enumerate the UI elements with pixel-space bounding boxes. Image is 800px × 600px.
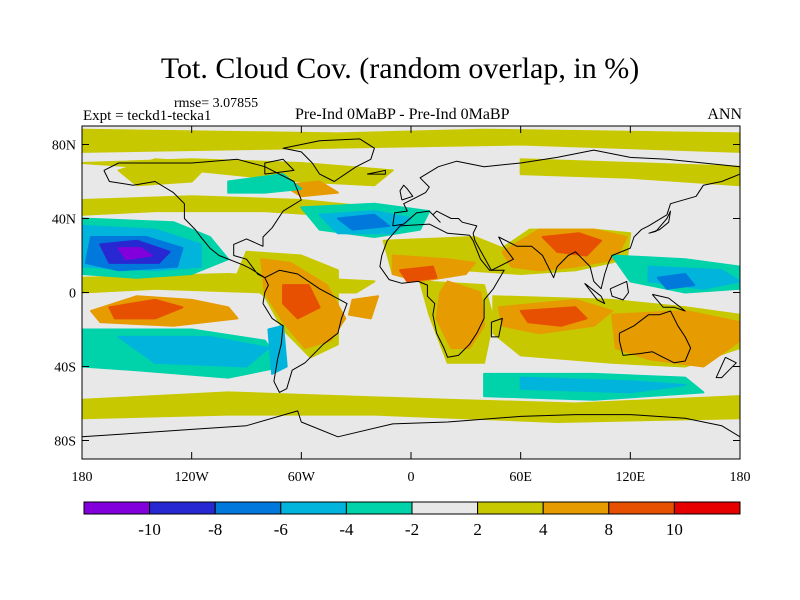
colorbar-label: 4 — [539, 520, 548, 539]
coastline-new-zealand — [715, 356, 737, 379]
x-tick-label: 120E — [616, 470, 646, 485]
coastline-greenland — [282, 138, 375, 182]
contour-region-21 — [282, 284, 321, 320]
coastline-south-america — [262, 269, 348, 393]
coastline-baffin-island — [264, 158, 295, 175]
colorbar-swatch — [83, 501, 151, 515]
y-tick-label: 40S — [54, 361, 76, 376]
colorbar-swatch — [345, 501, 413, 515]
colorbar-label: -8 — [208, 520, 222, 539]
contour-region-41 — [117, 247, 153, 261]
colorbar: -10 -8 -6 -4 -2 2 4 8 10 — [83, 501, 741, 539]
colorbar-label: -2 — [405, 520, 419, 539]
contour-region-15 — [435, 280, 486, 349]
contour-region-20 — [108, 298, 184, 320]
contour-region-22 — [519, 306, 588, 327]
x-tick-label: 60W — [288, 470, 316, 485]
coastline-africa — [379, 223, 505, 358]
contour-region-33 — [117, 335, 270, 368]
coastline-antarctica — [82, 410, 740, 438]
y-tick-label: 80N — [52, 139, 76, 154]
coastline-layer — [82, 138, 740, 438]
x-tick-label: 180 — [730, 470, 751, 485]
contour-region-2 — [519, 158, 740, 187]
contour-region-35 — [519, 376, 687, 394]
contour-region-38 — [336, 213, 391, 231]
colorbar-label: 8 — [605, 520, 614, 539]
contour-region-36 — [267, 324, 288, 375]
colorbar-label: -6 — [274, 520, 288, 539]
coastline-british-isles — [399, 184, 414, 201]
rmse-label: rmse= 3.07855 — [174, 96, 259, 111]
x-tick-label: 180 — [72, 470, 93, 485]
axis-ticks: 180 120W 60W 0 60E 120E 180 80N 40N 0 40S 80S — [52, 126, 751, 485]
contour-region-39 — [656, 273, 696, 290]
contour-region-23 — [541, 232, 603, 257]
colorbar-swatch — [477, 501, 544, 515]
colorbar-swatch — [149, 501, 216, 515]
contour-fill-layer — [82, 126, 740, 459]
colorbar-label: -10 — [138, 520, 161, 539]
colorbar-label: 10 — [666, 520, 683, 539]
colorbar-label: 2 — [473, 520, 482, 539]
coastline-sumatra — [584, 282, 606, 305]
coastline-iceland — [367, 169, 386, 175]
colorbar-swatch — [214, 501, 282, 515]
comparison-label: Pre-Ind 0MaBP - Pre-Ind 0MaBP — [295, 106, 510, 123]
colorbar-swatch — [673, 501, 741, 515]
contour-region-30 — [227, 173, 303, 194]
x-tick-label: 60E — [509, 470, 532, 485]
coastline-north-america — [103, 158, 302, 279]
coastline-borneo — [609, 280, 629, 301]
coastline-new-guinea — [651, 293, 686, 312]
contour-region-13 — [347, 295, 380, 320]
y-tick-label: 80S — [54, 435, 76, 450]
contour-region-0 — [82, 128, 740, 153]
y-tick-label: 40N — [52, 213, 76, 228]
x-tick-label: 120W — [175, 470, 210, 485]
coastline-japan — [648, 210, 671, 234]
colorbar-swatch — [608, 501, 675, 515]
map-title: Tot. Cloud Cov. (random overlap, in %) — [160, 52, 640, 85]
season-label: ANN — [707, 106, 742, 123]
y-tick-label: 0 — [69, 287, 76, 302]
coastline-eurasia — [392, 149, 740, 290]
colorbar-label: -4 — [339, 520, 354, 539]
colorbar-swatch — [411, 501, 479, 515]
x-tick-label: 0 — [408, 470, 415, 485]
colorbar-swatch — [542, 501, 610, 515]
coastline-australia — [618, 310, 692, 364]
experiment-label: Expt = teckd1-tecka1 — [83, 108, 212, 124]
coastline-madagascar — [490, 317, 503, 338]
contour-region-10 — [117, 158, 211, 187]
contour-region-24 — [399, 265, 438, 283]
colorbar-swatch — [280, 501, 347, 515]
